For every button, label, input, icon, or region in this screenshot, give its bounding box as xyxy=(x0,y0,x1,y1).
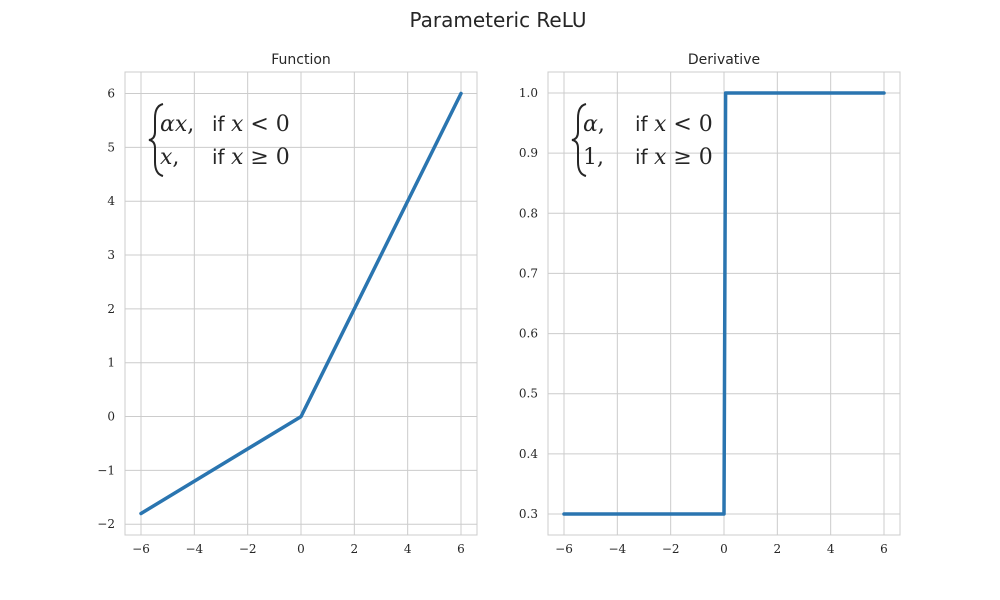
x-tick-label: −2 xyxy=(662,542,680,556)
y-tick-label: 6 xyxy=(107,87,115,101)
y-tick-label: 0.9 xyxy=(519,146,538,160)
x-tick-label: 0 xyxy=(720,542,728,556)
y-tick-label: −1 xyxy=(97,463,115,477)
formula-expression: α, xyxy=(583,112,605,137)
x-tick-label: 4 xyxy=(404,542,412,556)
y-tick-label: 0.7 xyxy=(519,266,538,280)
x-tick-label: −6 xyxy=(555,542,573,556)
x-tick-label: −2 xyxy=(239,542,257,556)
x-tick-label: 6 xyxy=(880,542,888,556)
series-line xyxy=(139,91,463,516)
y-tick-label: 5 xyxy=(107,140,115,154)
formula-condition: if x ≥ 0 xyxy=(635,145,713,170)
piecewise-formula: α, if x < 0 1, if x ≥ 0 xyxy=(571,103,713,177)
function-panel: −6 −4 −2 0 2 4 6 −2 −1 0 1 2 3 4 5 6 Function αx, if x < 0… xyxy=(97,52,478,556)
figure-title: Parameteric ReLU xyxy=(409,8,586,32)
formula-expression: αx, xyxy=(160,112,194,137)
formula-condition: if x < 0 xyxy=(212,112,290,137)
formula-condition: if x < 0 xyxy=(635,112,713,137)
y-tick-label: 0.4 xyxy=(519,447,538,461)
x-tick-label: 2 xyxy=(774,542,782,556)
x-tick-label: −4 xyxy=(185,542,203,556)
y-tick-label: 0.6 xyxy=(519,327,538,341)
x-tick-label: 6 xyxy=(457,542,465,556)
derivative-panel: −6 −4 −2 0 2 4 6 0.3 0.4 0.5 0.6 0.7 0.8 0.9 1.0 Deriva… xyxy=(519,52,901,556)
y-tick-label: −2 xyxy=(97,517,115,531)
formula-expression: 1, xyxy=(583,145,604,170)
y-tick-label: 0.5 xyxy=(519,387,538,401)
y-tick-label: 1.0 xyxy=(519,86,538,100)
y-tick-label: 3 xyxy=(107,248,115,262)
y-tick-label: 2 xyxy=(107,302,115,316)
plot-frame xyxy=(124,71,478,536)
x-tick-label: 2 xyxy=(351,542,359,556)
x-tick-label: −6 xyxy=(132,542,150,556)
formula-expression: x, xyxy=(160,145,179,170)
x-tick-label: 0 xyxy=(297,542,305,556)
y-tick-label: 4 xyxy=(107,194,115,208)
plot-frame xyxy=(547,71,901,536)
x-tick-label: −4 xyxy=(608,542,626,556)
panel-title: Derivative xyxy=(688,52,760,68)
y-tick-label: 0 xyxy=(107,410,115,424)
x-tick-label: 4 xyxy=(827,542,835,556)
brace-icon xyxy=(571,103,587,177)
piecewise-formula: αx, if x < 0 x, if x ≥ 0 xyxy=(148,103,290,177)
y-tick-label: 0.8 xyxy=(519,206,538,220)
y-tick-label: 1 xyxy=(107,356,115,370)
y-tick-label: 0.3 xyxy=(519,507,538,521)
panel-title: Function xyxy=(271,52,331,68)
brace-icon xyxy=(148,103,164,177)
formula-condition: if x ≥ 0 xyxy=(212,145,290,170)
series-line xyxy=(562,91,886,516)
